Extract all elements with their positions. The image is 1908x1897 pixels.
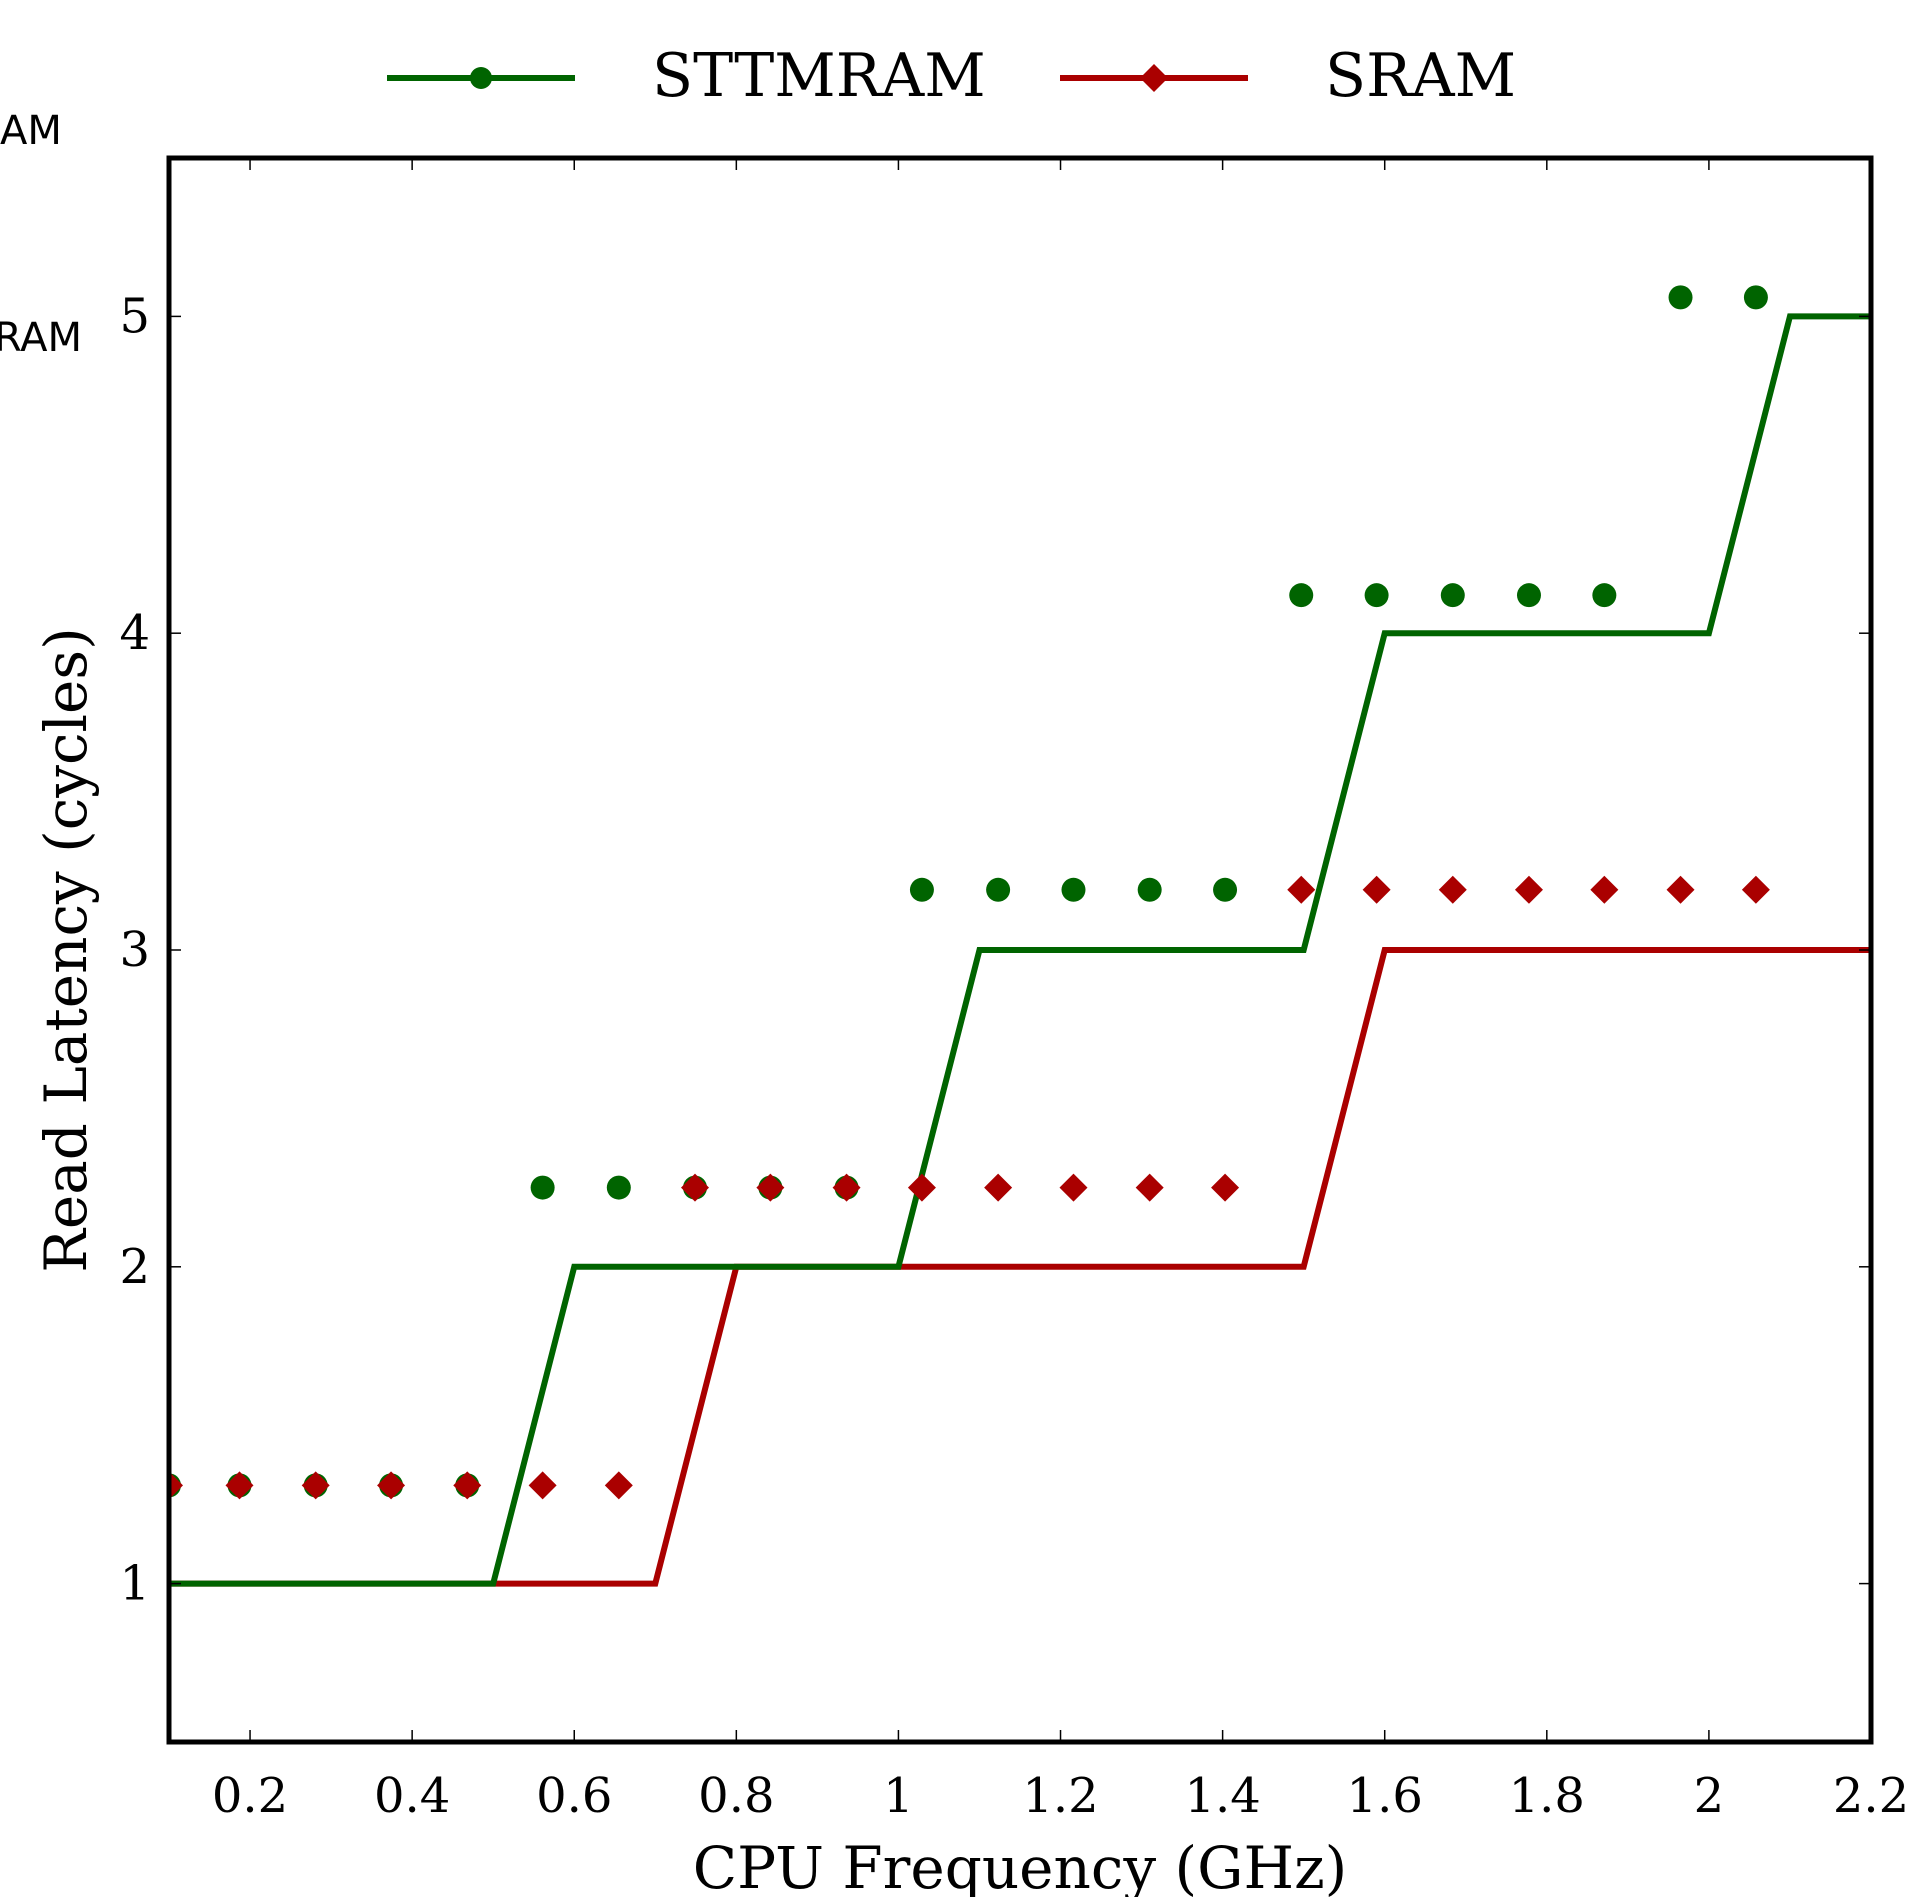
marker-sttmram	[1743, 285, 1768, 310]
marker-sttmram	[909, 877, 934, 902]
marker-sram	[453, 1471, 482, 1500]
marker-sram	[169, 1471, 183, 1500]
series-layer	[169, 285, 1871, 1587]
legend-label-sttmram: STTMRAM	[652, 41, 986, 111]
marker-sttmram	[1061, 877, 1086, 902]
clipped-label-bottom: RAM	[0, 315, 82, 361]
marker-sttmram	[1137, 877, 1162, 902]
x-tick-label: 0.6	[536, 1768, 612, 1824]
x-tick-label: 0.4	[374, 1768, 450, 1824]
y-tick-label: 1	[119, 1556, 150, 1612]
marker-sram	[756, 1173, 785, 1202]
x-tick-label: 1.2	[1022, 1768, 1098, 1824]
marker-sram	[1590, 875, 1619, 904]
marker-sttmram	[1289, 583, 1314, 608]
clipped-label-top: AM	[0, 108, 62, 154]
marker-sram	[680, 1173, 709, 1202]
marker-sttmram	[1440, 583, 1465, 608]
legend-marker-sram	[1140, 64, 1168, 92]
marker-sttmram	[1213, 877, 1238, 902]
marker-sram	[1059, 1173, 1088, 1202]
x-tick-label: 2.2	[1833, 1768, 1908, 1824]
y-axis-label: Read Latency (cycles)	[32, 627, 100, 1273]
x-tick-label: 1.8	[1509, 1768, 1585, 1824]
legend-marker-sttmram	[470, 67, 492, 89]
y-tick-label: 3	[119, 922, 150, 978]
legend-label-sram: SRAM	[1325, 41, 1516, 111]
legend-entry-sram: SRAM	[1060, 41, 1516, 111]
marker-sram	[604, 1471, 633, 1500]
ticks-layer: 0.2 0.4 0.6 0.8 1 1.2 1.4 1.6 1.8 2 2.2 1 2 3 4 5	[119, 158, 1908, 1824]
marker-sttmram	[1364, 583, 1389, 608]
marker-sttmram	[1516, 583, 1541, 608]
y-tick-label: 5	[119, 288, 150, 344]
x-tick-label: 1	[883, 1768, 914, 1824]
marker-sttmram	[1668, 285, 1693, 310]
marker-sram	[907, 1173, 936, 1202]
x-tick-label: 1.6	[1347, 1768, 1423, 1824]
marker-sram	[1741, 875, 1770, 904]
marker-sram	[225, 1471, 254, 1500]
marker-sram	[1211, 1173, 1240, 1202]
marker-sram	[832, 1173, 861, 1202]
y-tick-label: 4	[119, 605, 150, 661]
marker-sram	[1362, 875, 1391, 904]
marker-sttmram	[1592, 583, 1617, 608]
x-tick-label: 0.8	[698, 1768, 774, 1824]
marker-sram	[377, 1471, 406, 1500]
series-line-sttmram	[169, 313, 1871, 1587]
plot-frame	[166, 155, 1874, 1745]
legend: STTMRAM SRAM	[387, 41, 1516, 111]
marker-sram	[1287, 875, 1316, 904]
marker-sram	[1135, 1173, 1164, 1202]
marker-sram	[1514, 875, 1543, 904]
y-tick-label: 2	[119, 1239, 150, 1295]
marker-sram	[1666, 875, 1695, 904]
x-tick-label: 2	[1694, 1768, 1725, 1824]
marker-sttmram	[606, 1175, 631, 1200]
marker-sttmram	[986, 877, 1011, 902]
series-line-sram	[169, 947, 1871, 1587]
x-tick-label: 1.4	[1184, 1768, 1260, 1824]
marker-sram	[301, 1471, 330, 1500]
legend-entry-sttmram: STTMRAM	[387, 41, 986, 111]
marker-sram	[1438, 875, 1467, 904]
marker-sram	[984, 1173, 1013, 1202]
marker-sram	[528, 1471, 557, 1500]
x-tick-label: 0.2	[212, 1768, 288, 1824]
marker-sttmram	[530, 1175, 555, 1200]
x-axis-label: CPU Frequency (GHz)	[693, 1834, 1348, 1897]
